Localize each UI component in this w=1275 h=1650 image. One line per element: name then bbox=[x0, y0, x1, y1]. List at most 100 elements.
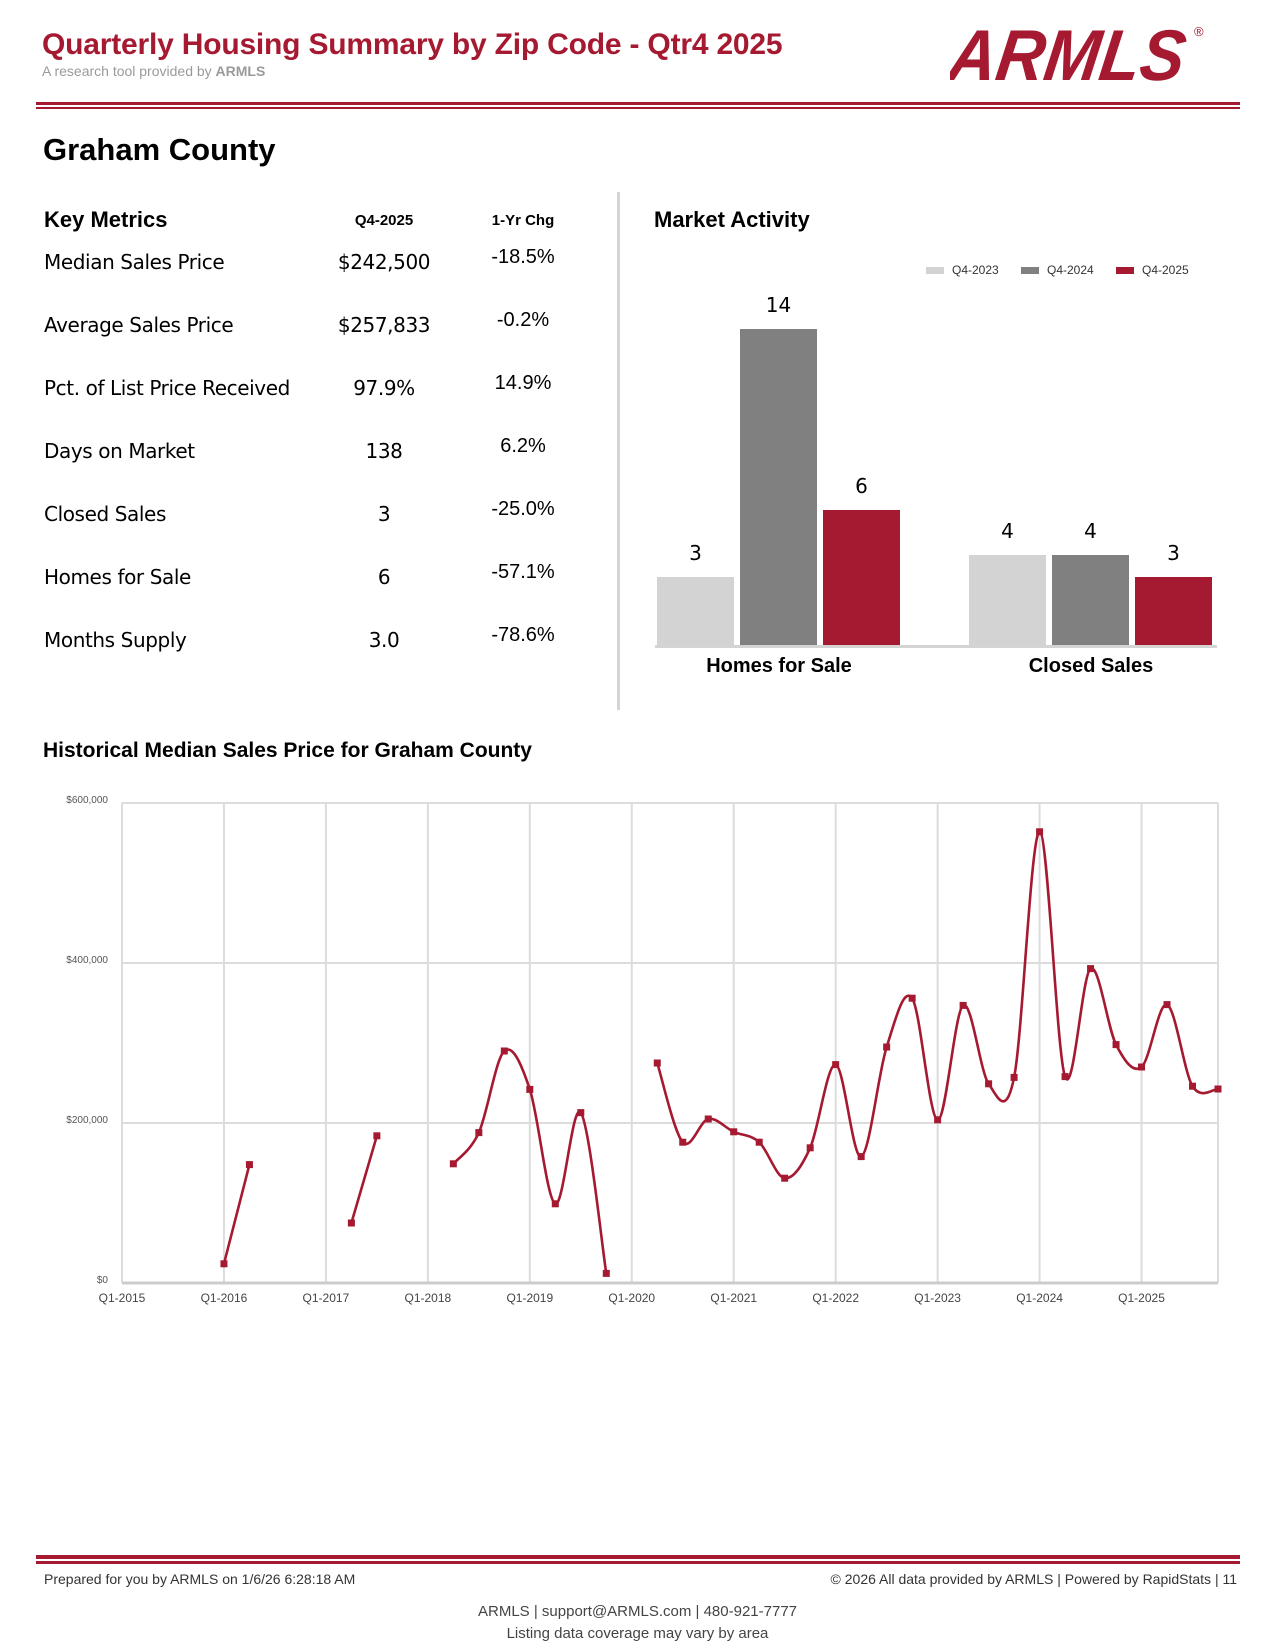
logo-wordmark: ARMLS bbox=[950, 22, 1191, 84]
footer-rule-bottom bbox=[36, 1561, 1240, 1564]
subtitle-text: A research tool provided by bbox=[42, 63, 216, 79]
copyright-text: © 2026 All data provided by ARMLS | Powe… bbox=[830, 1571, 1237, 1587]
price-data-point bbox=[373, 1132, 381, 1140]
bar-q4-2024-homes-for-sale bbox=[740, 329, 817, 645]
report-title: Quarterly Housing Summary by Zip Code - … bbox=[42, 28, 783, 61]
x-tick-label: Q1-2016 bbox=[200, 1291, 248, 1305]
armls-logo-icon: ARMLS ® bbox=[942, 16, 1204, 96]
subtitle-brand: ARMLS bbox=[215, 63, 266, 79]
bar-data-label: 4 bbox=[1001, 518, 1014, 543]
price-data-point bbox=[755, 1138, 763, 1146]
x-tick-label: Q1-2020 bbox=[608, 1291, 656, 1305]
price-data-point bbox=[577, 1109, 585, 1117]
metric-value: $242,500 bbox=[337, 250, 431, 274]
x-tick-label: Q1-2025 bbox=[1118, 1291, 1165, 1305]
price-data-point bbox=[602, 1269, 610, 1277]
legend-swatch bbox=[1116, 266, 1134, 274]
price-data-point bbox=[781, 1174, 789, 1182]
metric-value: 97.9% bbox=[353, 376, 415, 400]
price-data-point bbox=[959, 1001, 967, 1009]
price-data-point bbox=[1087, 965, 1095, 973]
bar-q4-2023-homes-for-sale bbox=[657, 577, 734, 645]
price-data-point bbox=[347, 1219, 355, 1227]
price-data-point bbox=[832, 1061, 840, 1069]
price-data-point bbox=[883, 1043, 891, 1051]
y-tick-label: $600,000 bbox=[66, 795, 108, 806]
legend-item: Q4-2025 bbox=[1116, 263, 1189, 277]
price-data-point bbox=[908, 994, 916, 1002]
area-title: Graham County bbox=[43, 132, 276, 167]
metric-label: Median Sales Price bbox=[44, 250, 225, 274]
category-label: Homes for Sale bbox=[706, 655, 852, 677]
metric-label: Homes for Sale bbox=[44, 565, 191, 589]
legend-label: Q4-2023 bbox=[952, 263, 999, 277]
key-metrics-title: Key Metrics bbox=[44, 207, 168, 232]
price-data-point bbox=[475, 1129, 483, 1137]
price-data-point bbox=[449, 1160, 457, 1168]
header-rule-bottom bbox=[36, 107, 1240, 109]
header-rule-top bbox=[36, 102, 1240, 105]
metric-value: 3.0 bbox=[368, 628, 400, 652]
legend-label: Q4-2025 bbox=[1142, 263, 1189, 277]
price-data-point bbox=[730, 1128, 738, 1136]
price-data-point bbox=[1189, 1082, 1197, 1090]
category-label: Closed Sales bbox=[1028, 655, 1154, 677]
coverage-note: Listing data coverage may vary by area bbox=[506, 1625, 769, 1642]
registered-mark: ® bbox=[1194, 24, 1204, 39]
price-line-segment bbox=[222, 1164, 251, 1265]
price-data-point bbox=[653, 1059, 661, 1067]
metric-change: -25.0% bbox=[491, 498, 555, 520]
price-line-segment bbox=[452, 1048, 608, 1274]
price-data-point bbox=[551, 1200, 559, 1208]
price-data-point bbox=[526, 1085, 534, 1093]
price-line-segment bbox=[656, 830, 1219, 1180]
x-tick-label: Q1-2018 bbox=[404, 1291, 452, 1305]
x-tick-label: Q1-2022 bbox=[812, 1291, 860, 1305]
metric-value: 3 bbox=[377, 502, 391, 526]
bar-data-label: 3 bbox=[1167, 541, 1180, 566]
prepared-by-text: Prepared for you by ARMLS on 1/6/26 6:28… bbox=[44, 1571, 356, 1587]
price-data-point bbox=[806, 1144, 814, 1152]
metric-value: $257,833 bbox=[337, 313, 431, 337]
x-tick-label: Q1-2015 bbox=[98, 1291, 146, 1305]
price-data-point bbox=[1036, 828, 1044, 836]
price-data-point bbox=[1163, 1001, 1171, 1009]
price-data-point bbox=[679, 1138, 687, 1146]
legend-item: Q4-2023 bbox=[926, 263, 999, 277]
price-data-point bbox=[1138, 1063, 1146, 1071]
metric-change: -18.5% bbox=[491, 246, 555, 268]
metric-label: Months Supply bbox=[44, 628, 187, 652]
metric-label: Pct. of List Price Received bbox=[44, 376, 290, 400]
col-change-header: 1-Yr Chg bbox=[491, 212, 555, 229]
bar-q4-2025-closed-sales bbox=[1135, 577, 1212, 645]
bar-q4-2024-closed-sales bbox=[1052, 554, 1129, 645]
footer-rule-top bbox=[36, 1555, 1240, 1559]
x-tick-label: Q1-2024 bbox=[1016, 1291, 1063, 1305]
price-data-point bbox=[245, 1161, 253, 1169]
metric-label: Days on Market bbox=[44, 439, 195, 463]
y-tick-label: $200,000 bbox=[66, 1115, 108, 1126]
metric-change: 6.2% bbox=[500, 435, 546, 457]
bar-q4-2023-closed-sales bbox=[969, 554, 1046, 645]
section-divider bbox=[617, 192, 620, 710]
metric-change: -0.2% bbox=[496, 309, 550, 331]
armls-logo: ARMLS ® bbox=[942, 16, 1210, 96]
price-data-point bbox=[500, 1047, 508, 1055]
x-tick-label: Q1-2017 bbox=[302, 1291, 350, 1305]
price-data-point bbox=[1061, 1073, 1069, 1081]
bar-axis-line bbox=[655, 645, 1217, 648]
report-subtitle: A research tool provided by ARMLS bbox=[42, 63, 265, 79]
metric-change: -57.1% bbox=[491, 561, 555, 583]
metric-change: 14.9% bbox=[494, 372, 552, 394]
price-data-point bbox=[1010, 1073, 1018, 1081]
historical-chart-title: Historical Median Sales Price for Graham… bbox=[43, 739, 532, 762]
y-tick-label: $0 bbox=[96, 1275, 108, 1286]
y-tick-label: $400,000 bbox=[66, 955, 108, 966]
price-data-point bbox=[220, 1260, 228, 1268]
price-data-point bbox=[1214, 1085, 1222, 1093]
col-current-header: Q4-2025 bbox=[354, 212, 414, 229]
legend-item: Q4-2024 bbox=[1021, 263, 1094, 277]
metric-label: Closed Sales bbox=[44, 502, 166, 526]
price-line-segment bbox=[350, 1135, 379, 1224]
bar-data-label: 6 bbox=[855, 473, 868, 498]
